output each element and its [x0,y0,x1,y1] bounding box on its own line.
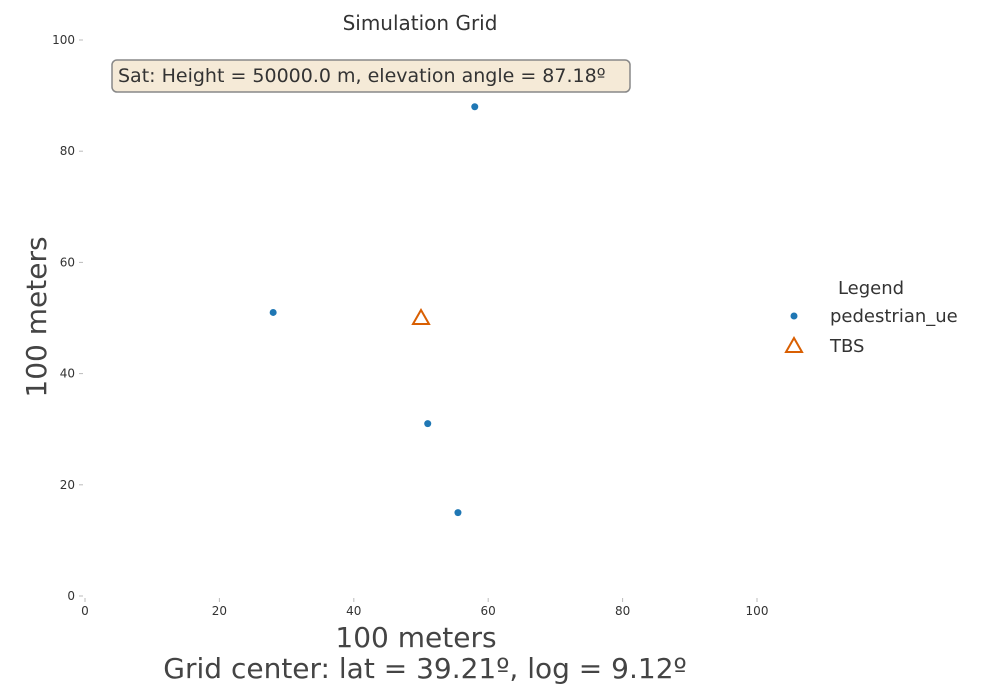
annotation-text: Sat: Height = 50000.0 m, elevation angle… [118,65,606,87]
pedestrian-ue-point [424,420,432,428]
pedestrian-ue-point [454,509,462,517]
x-axis-ticks: 0 20 40 60 80 100 [81,598,768,618]
legend: Legend pedestrian_ue TBS [784,278,958,357]
y-tick-label: 100 [52,33,75,47]
legend-marker-tbs [784,335,804,353]
x-tick-label: 60 [481,604,496,618]
satellite-annotation: Sat: Height = 50000.0 m, elevation angle… [111,59,631,93]
legend-marker-pedestrian-ue [790,312,798,320]
pedestrian-ue-point [269,308,277,316]
x-tick-label: 40 [346,604,361,618]
tbs-point [411,307,431,325]
annotation-box [111,59,631,93]
data-points [269,103,479,517]
y-tick-label: 80 [60,144,75,158]
x-tick-label: 100 [746,604,769,618]
x-tick-label: 80 [615,604,630,618]
y-axis-ticks: 0 20 40 60 80 100 [52,33,83,603]
grid-center-caption: Grid center: lat = 39.21º, log = 9.12º [163,652,686,685]
x-tick-label: 20 [212,604,227,618]
y-tick-label: 40 [60,367,75,381]
x-tick-label: 0 [81,604,89,618]
y-tick-label: 0 [67,589,75,603]
legend-label-pedestrian-ue: pedestrian_ue [830,306,958,327]
chart-title: Simulation Grid [343,11,498,35]
pedestrian-ue-point [471,103,479,111]
y-tick-label: 20 [60,478,75,492]
y-axis-label: 100 meters [20,236,53,397]
y-tick-label: 60 [60,255,75,269]
x-axis-label: 100 meters [335,621,496,654]
legend-title: Legend [838,278,904,299]
legend-label-tbs: TBS [829,336,864,357]
